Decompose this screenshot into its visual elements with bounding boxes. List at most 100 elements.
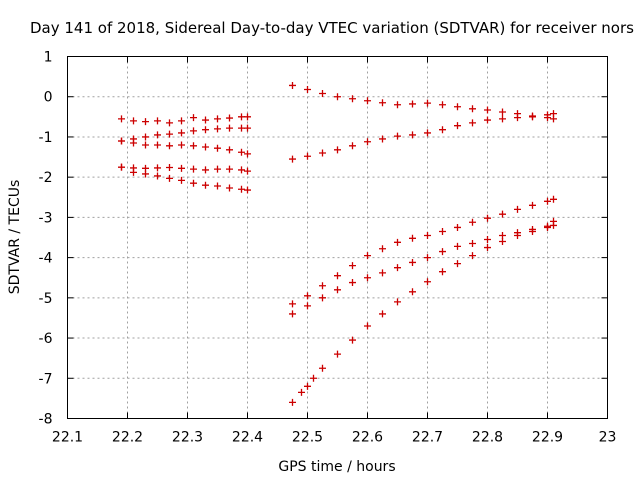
data-point [214, 182, 221, 190]
data-point [484, 116, 491, 124]
data-point [439, 227, 446, 235]
data-point [154, 172, 161, 180]
x-tick-label: 22.5 [292, 430, 323, 446]
data-point [499, 238, 506, 246]
data-point [550, 110, 557, 118]
data-point [454, 260, 461, 268]
data-point [469, 119, 476, 127]
series-early-3 [118, 137, 251, 158]
data-point [244, 150, 251, 158]
x-tick-label: 23 [599, 430, 617, 446]
data-point [226, 146, 233, 154]
data-point [289, 155, 296, 163]
data-point [202, 126, 209, 134]
y-tick-label: -4 [39, 251, 53, 267]
y-tick-label: -7 [39, 371, 53, 387]
data-point [319, 149, 326, 157]
data-point [214, 165, 221, 173]
data-point [409, 100, 416, 108]
x-tick-label: 22.7 [412, 430, 443, 446]
data-point [190, 127, 197, 135]
data-point [379, 245, 386, 253]
series-late-5 [289, 217, 557, 406]
data-point [349, 95, 356, 103]
data-point [484, 106, 491, 114]
series-early-1 [118, 113, 251, 127]
data-point [226, 114, 233, 122]
data-point [514, 205, 521, 213]
data-point [202, 181, 209, 189]
y-tick-label: -3 [39, 210, 53, 226]
data-point [364, 252, 371, 260]
series-early-5 [118, 163, 251, 194]
data-point [394, 238, 401, 246]
data-point [244, 186, 251, 194]
data-point [190, 142, 197, 150]
series-late-4 [289, 221, 557, 318]
data-point [142, 133, 149, 141]
data-point [379, 99, 386, 107]
y-tick-label: 0 [44, 90, 53, 106]
data-point [178, 117, 185, 125]
data-point [298, 388, 305, 396]
data-point [178, 164, 185, 172]
data-point [424, 99, 431, 107]
data-point [394, 298, 401, 306]
x-tick-label: 22.6 [352, 430, 383, 446]
data-point [529, 227, 536, 235]
data-point [178, 129, 185, 137]
data-point [154, 164, 161, 172]
data-point [469, 240, 476, 248]
data-point [499, 231, 506, 239]
data-point [334, 93, 341, 101]
data-point [130, 139, 137, 147]
data-point [202, 143, 209, 151]
data-point [304, 292, 311, 300]
data-point [118, 163, 125, 171]
plot-frame [67, 56, 608, 419]
data-point [424, 254, 431, 262]
data-point [469, 252, 476, 260]
data-point [289, 310, 296, 318]
series-late-3 [289, 195, 557, 308]
data-point [289, 300, 296, 308]
x-axis-label: GPS time / hours [278, 459, 395, 475]
y-tick-label: -8 [39, 412, 53, 428]
data-point [439, 126, 446, 134]
data-point [499, 108, 506, 116]
data-point [166, 174, 173, 182]
data-point [364, 274, 371, 282]
data-point [202, 116, 209, 124]
data-point [484, 244, 491, 252]
data-point [349, 262, 356, 270]
data-point [454, 242, 461, 250]
data-point [238, 185, 245, 193]
data-points [118, 81, 557, 406]
data-point [334, 272, 341, 280]
data-point [130, 168, 137, 176]
data-point [226, 165, 233, 173]
data-point [154, 131, 161, 139]
data-point [190, 165, 197, 173]
data-point [166, 119, 173, 127]
data-point [364, 138, 371, 146]
data-point [409, 131, 416, 139]
data-point [319, 282, 326, 290]
data-point [304, 302, 311, 310]
data-point [304, 382, 311, 390]
data-point [166, 142, 173, 150]
x-tick-label: 22.2 [112, 430, 143, 446]
data-point [334, 350, 341, 358]
data-point [364, 322, 371, 330]
y-tick-label: -6 [39, 331, 53, 347]
data-point [202, 166, 209, 174]
data-point [214, 144, 221, 152]
data-point [289, 398, 296, 406]
grid-lines [67, 56, 608, 419]
data-point [454, 122, 461, 130]
data-point [409, 234, 416, 242]
data-point [544, 197, 551, 205]
data-point [484, 236, 491, 244]
x-tick-label: 22.9 [532, 430, 563, 446]
